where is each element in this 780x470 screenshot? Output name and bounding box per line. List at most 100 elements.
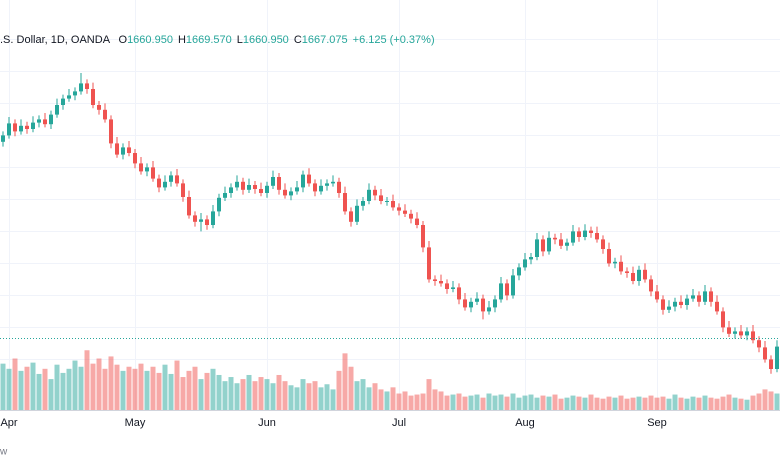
volume-bar [72,360,78,410]
volume-bar [318,387,324,410]
candle-body [355,205,359,222]
volume-bar [276,374,282,410]
volume-bar [498,394,504,410]
ohlc-value: 1667.075 [302,34,348,46]
volume-bar [90,363,96,410]
x-tick-label: Aug [515,417,535,429]
candle-body [511,275,515,296]
volume-bar [120,370,126,410]
volume-bar [684,398,690,410]
candle-body [523,259,527,268]
volume-bar [468,395,474,410]
volume-bar [576,396,582,410]
volume-bar [252,381,258,410]
volume-bar [762,389,768,410]
symbol: .S. Dollar, 1D, OANDA [0,34,111,46]
candle-body [1,135,5,142]
candle-body [403,210,407,214]
volume-bar [312,381,318,410]
candle-body [679,301,683,305]
candle-body [493,299,497,308]
volume-bar [714,398,720,410]
candle-body [151,167,155,179]
volume-bar [210,368,216,410]
volume-bar [324,384,330,410]
volume-bar [372,383,378,410]
candle-body [13,123,17,132]
candle-body [487,307,491,312]
candle-body [199,219,203,222]
volume-bar [258,377,264,410]
volume-bar [54,364,60,410]
candle-body [31,122,35,129]
volume-bar [600,398,606,410]
volume-bar [18,370,24,410]
candle-body [157,178,161,188]
volume-bar [300,379,306,410]
volume-bar [168,373,174,410]
volume-bar [612,397,618,410]
volume-bar [648,395,654,410]
x-tick-label: Jul [392,417,406,429]
volume-bar [162,364,168,410]
candle-body [211,211,215,225]
volume-bar [234,383,240,410]
candle-body [127,147,131,153]
volume-bar [36,373,42,410]
candle-body [337,181,341,193]
candle-body [703,291,707,302]
x-tick-label: Apr [0,417,17,429]
candle-body [637,269,641,281]
volume-bar [96,358,102,410]
volume-bar [546,396,552,410]
volume-bar [402,391,408,410]
candle-body [223,193,227,198]
volume-bar [126,366,132,410]
candle-body [499,283,503,300]
candle-body [595,233,599,240]
candle-body [319,185,323,192]
candle-body [619,261,623,272]
change: +6.125 (+0.37%) [353,34,435,46]
volume-bar [144,370,150,410]
candle-body [385,201,389,202]
candle-body [277,177,281,190]
volume-bar [672,394,678,410]
volume-bar [360,379,366,410]
candle-body [67,95,71,99]
candle-body [295,187,299,192]
volume-bar [510,393,516,410]
volume-bar [456,393,462,410]
candle-body [331,181,335,184]
volume-bar [30,362,36,410]
candle-body [259,189,263,193]
candle-body [439,281,443,284]
candle-body [475,298,479,302]
volume-bar [606,396,612,410]
candle-body [553,237,557,240]
candle-body [181,183,185,197]
candle-body [415,218,419,225]
ohlc-label: O [119,34,128,46]
volume-bar [102,368,108,410]
volume-bar [516,397,522,410]
candle-body [661,299,665,310]
volume-bar [552,394,558,410]
volume-bar [84,350,90,410]
ohlc-value: 1660.950 [127,34,173,46]
volume-bar [594,397,600,410]
candle-body [19,125,23,132]
x-tick-label: May [125,417,146,429]
candle-body [343,193,347,212]
candle-body [763,347,767,360]
volume-bar [264,379,270,410]
volume-bar [420,393,426,410]
volume-bar [744,399,750,410]
candle-body [721,311,725,328]
candle-body [229,187,233,193]
ohlc-label: C [294,34,302,46]
candle-body [247,185,251,190]
volume-bar [378,389,384,410]
volume-bar [726,394,732,410]
